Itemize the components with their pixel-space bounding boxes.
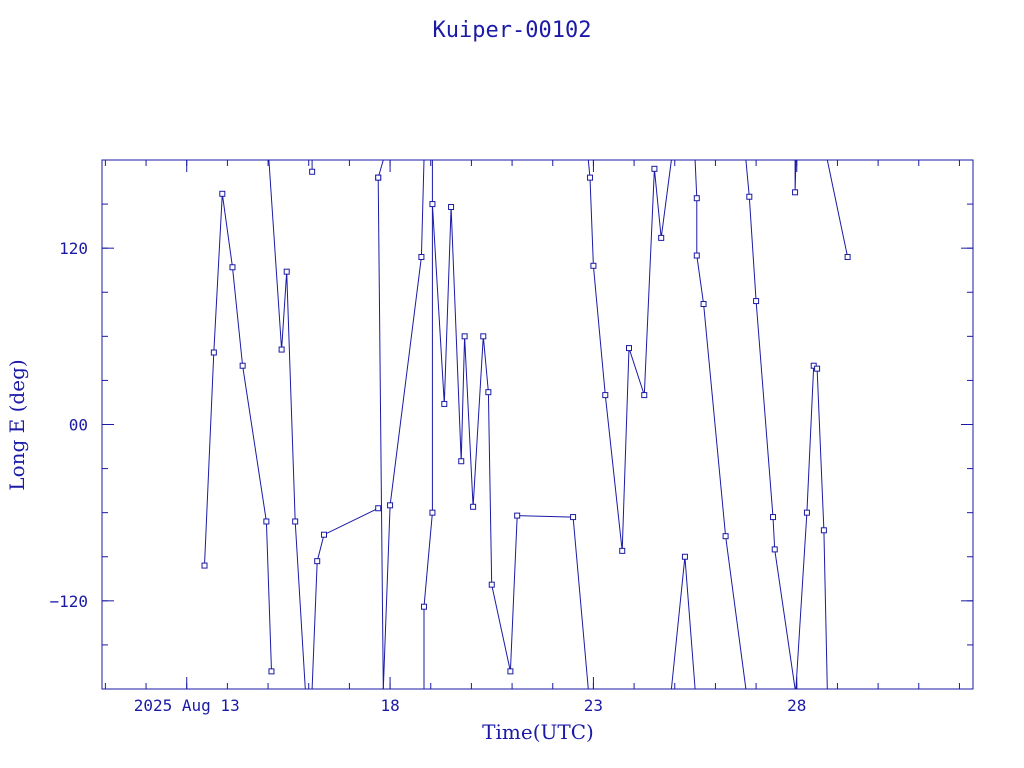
trace-segment (268, 159, 306, 690)
data-point (485, 389, 492, 396)
data-point (753, 298, 760, 305)
data-point (320, 531, 327, 538)
trace-segment (311, 507, 379, 690)
data-point (820, 527, 827, 534)
x-tick-label: 23 (584, 696, 603, 715)
x-tick-label: 18 (380, 696, 399, 715)
data-point (429, 201, 436, 208)
data-point (651, 165, 658, 172)
data-point (283, 268, 290, 275)
data-point (693, 252, 700, 259)
trace-segment (694, 159, 747, 690)
data-point (375, 174, 382, 181)
data-point (619, 547, 626, 554)
data-point (771, 546, 778, 553)
trace-segment (382, 159, 425, 690)
data-point (458, 458, 465, 465)
data-point (239, 362, 246, 369)
y-minor-ticks (102, 159, 973, 690)
data-point (461, 333, 468, 340)
trace-segment (431, 204, 589, 690)
data-point (626, 345, 633, 352)
data-point (844, 253, 851, 260)
data-point (746, 193, 753, 200)
y-tick-label: 00 (69, 416, 88, 435)
data-point (470, 503, 477, 510)
series-trace (204, 159, 849, 690)
x-tick-label: 2025 Aug 13 (134, 696, 240, 715)
trace-segment (794, 159, 797, 193)
data-point (488, 581, 495, 588)
data-point (590, 262, 597, 269)
data-point (480, 333, 487, 340)
trace-segment (745, 159, 796, 690)
data-point (658, 234, 665, 241)
x-tick-label: 28 (787, 696, 806, 715)
data-point (570, 514, 577, 521)
data-point (507, 668, 514, 675)
data-point (770, 514, 777, 521)
data-point (681, 553, 688, 560)
data-point (448, 204, 455, 211)
data-point (429, 509, 436, 516)
data-point (387, 502, 394, 509)
x-minor-ticks (104, 160, 960, 689)
x-axis-label: Time(UTC) (482, 720, 594, 744)
x-axis-ticks: 2025 Aug 13 18 23 28 (134, 160, 806, 715)
data-point (700, 301, 707, 308)
data-point (219, 190, 226, 197)
data-point (292, 518, 299, 525)
series-markers (201, 165, 851, 675)
data-point (587, 174, 594, 181)
y-tick-label: −120 (49, 592, 88, 611)
data-point (602, 392, 609, 399)
data-point (441, 400, 448, 407)
y-axis-label: Long E (deg) (5, 359, 29, 490)
data-point (418, 253, 425, 260)
data-point (514, 512, 521, 519)
y-axis-ticks: 120 00 −120 (49, 239, 973, 611)
data-point (814, 365, 821, 372)
data-point (210, 349, 217, 356)
data-point (641, 392, 648, 399)
data-point (420, 603, 427, 610)
trace-segment (204, 193, 272, 672)
data-point (375, 505, 382, 512)
data-point (201, 562, 208, 569)
data-point (268, 668, 275, 675)
data-point (722, 533, 729, 540)
data-point (792, 189, 799, 196)
trace-segment (423, 160, 433, 689)
data-point (263, 518, 270, 525)
data-point (314, 558, 321, 565)
data-point (278, 346, 285, 353)
trace-segment (377, 177, 384, 690)
data-point (693, 195, 700, 202)
data-point (803, 509, 810, 516)
trace-segment (826, 159, 849, 258)
trace-segment (587, 159, 672, 551)
chart-title: Kuiper-00102 (433, 18, 592, 43)
data-point (229, 264, 236, 271)
trace-segment (670, 556, 696, 690)
data-point (309, 168, 316, 175)
plot-frame (101, 159, 974, 690)
y-tick-label: 120 (59, 239, 88, 258)
